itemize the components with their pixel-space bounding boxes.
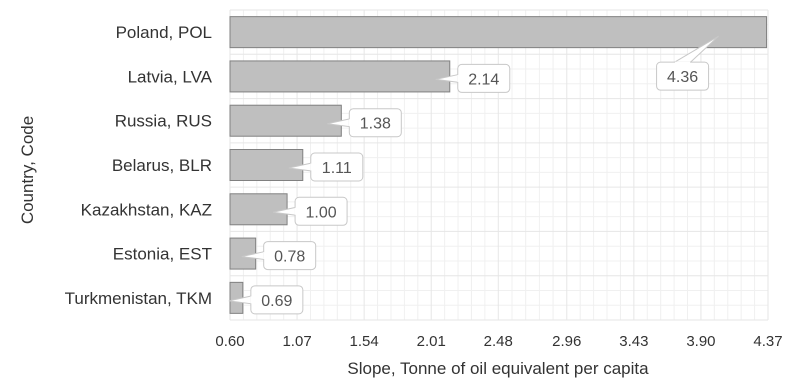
bars bbox=[229, 16, 768, 314]
bar bbox=[229, 104, 342, 137]
y-axis-title: Country, Code bbox=[18, 116, 37, 224]
category-label: Russia, RUS bbox=[115, 112, 212, 131]
x-axis-title: Slope, Tonne of oil equivalent per capit… bbox=[347, 359, 649, 378]
category-label: Latvia, LVA bbox=[128, 67, 213, 86]
data-label: 1.11 bbox=[288, 152, 364, 182]
category-label: Belarus, BLR bbox=[112, 156, 212, 175]
data-label: 0.78 bbox=[241, 241, 317, 271]
x-tick-labels: 0.60 1.07 1.54 2.01 2.48 2.96 3.43 3.90 4.37 bbox=[215, 333, 782, 350]
data-labels: 4.36 2.14 1.38 1.11 1.00 0.78 0.69 bbox=[228, 35, 719, 315]
data-label-text: 4.36 bbox=[667, 69, 698, 86]
x-tick-label: 3.90 bbox=[686, 333, 715, 350]
x-tick-label: 0.60 bbox=[215, 333, 244, 350]
data-label-text: 0.78 bbox=[274, 249, 305, 266]
data-label: 0.69 bbox=[228, 285, 304, 315]
data-label-text: 2.14 bbox=[468, 71, 499, 88]
category-label: Turkmenistan, TKM bbox=[65, 289, 212, 308]
bar bbox=[229, 193, 288, 226]
bar bbox=[229, 237, 257, 270]
category-label: Estonia, EST bbox=[113, 245, 212, 264]
category-label: Kazakhstan, KAZ bbox=[81, 200, 212, 219]
data-label-text: 1.11 bbox=[322, 160, 352, 177]
callout-seam bbox=[250, 296, 253, 304]
data-label: 1.00 bbox=[272, 196, 348, 226]
callout-seam bbox=[294, 207, 297, 215]
x-tick-label: 1.54 bbox=[350, 333, 379, 350]
category-label: Poland, POL bbox=[116, 23, 212, 42]
x-tick-label: 2.96 bbox=[552, 333, 581, 350]
callout-seam bbox=[675, 61, 691, 64]
data-label: 1.38 bbox=[327, 108, 402, 138]
callout-seam bbox=[263, 252, 266, 260]
data-label-text: 0.69 bbox=[261, 293, 292, 310]
bar bbox=[229, 60, 451, 93]
x-tick-label: 1.07 bbox=[282, 333, 311, 350]
x-tick-label: 3.43 bbox=[619, 333, 648, 350]
data-label-text: 1.00 bbox=[306, 204, 337, 221]
data-label: 4.36 bbox=[656, 35, 719, 91]
callout-seam bbox=[310, 163, 313, 171]
bar bbox=[229, 16, 768, 49]
bar bbox=[229, 149, 304, 181]
x-tick-label: 2.48 bbox=[484, 333, 513, 350]
x-tick-label: 2.01 bbox=[417, 333, 446, 350]
category-labels: Poland, POL Latvia, LVA Russia, RUS Belarus… bbox=[65, 23, 213, 308]
x-tick-label: 4.37 bbox=[753, 333, 782, 350]
callout-seam bbox=[457, 74, 460, 82]
callout-seam bbox=[348, 119, 351, 127]
data-label: 2.14 bbox=[435, 63, 511, 93]
data-label-text: 1.38 bbox=[360, 116, 391, 133]
